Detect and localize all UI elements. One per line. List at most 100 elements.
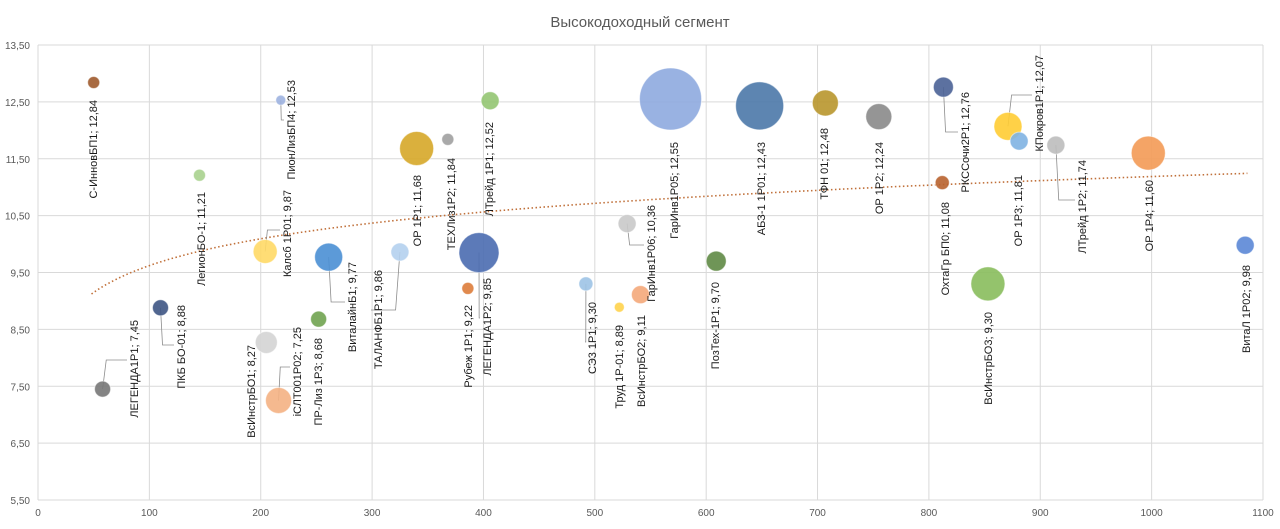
x-tick-label: 900 xyxy=(1032,508,1049,519)
leader-line xyxy=(328,257,345,303)
data-label: ВсИнстрБО3; 9,30 xyxy=(983,312,995,405)
leader-line xyxy=(160,307,174,346)
y-tick-label: 8,50 xyxy=(11,325,31,336)
data-labels: С-ИнновБП1; 12,84 ЛЕГЕНДА1Р1; 7,45 ПКБ БО-… xyxy=(88,55,1253,438)
x-tick-label: 500 xyxy=(586,508,603,519)
bubble xyxy=(639,67,703,131)
y-tick-label: 9,50 xyxy=(11,269,31,280)
y-tick-label: 5,50 xyxy=(11,496,31,507)
data-label: ОР 1Р1; 11,68 xyxy=(412,175,424,246)
bubble xyxy=(578,276,594,292)
x-tick-label: 0 xyxy=(35,508,41,519)
data-label: ВсИнстрБО1; 8,27 xyxy=(246,345,258,438)
bubble xyxy=(932,76,954,98)
bubble xyxy=(630,285,650,305)
data-label: ПКБ БО-01; 8,88 xyxy=(176,305,188,389)
data-label: Калсб 1Р01; 9,87 xyxy=(282,190,294,277)
data-label: С-ИнновБП1; 12,84 xyxy=(88,100,100,199)
data-label: ТАЛАНФБ1Р1; 9,86 xyxy=(373,270,385,369)
data-label: ОР 1Р4; 11,60 xyxy=(1144,180,1156,251)
bubble xyxy=(617,214,637,234)
leader-line xyxy=(585,283,587,343)
bubble xyxy=(152,299,169,317)
grid xyxy=(37,44,1264,501)
leader-line xyxy=(371,251,401,311)
data-label: ОР 1Р3; 11,81 xyxy=(1013,175,1025,246)
bubble xyxy=(399,131,435,167)
leader-line xyxy=(1055,145,1075,201)
bubble xyxy=(461,281,475,295)
bubble xyxy=(1235,235,1255,255)
leader-lines xyxy=(102,87,1075,401)
bubble xyxy=(265,386,293,414)
data-label: ПионЛизБП4; 12,53 xyxy=(286,80,298,180)
leader-line xyxy=(478,252,480,319)
y-tick-label: 11,50 xyxy=(6,155,31,166)
data-label: РКССочи2Р1; 12,76 xyxy=(960,92,972,192)
x-tick-label: 1000 xyxy=(1141,508,1164,519)
data-label: iСЛТ001Р02; 7,25 xyxy=(292,327,304,416)
bubble xyxy=(1046,135,1066,155)
bubble xyxy=(811,89,839,117)
y-tick-label: 12,50 xyxy=(5,98,30,109)
bubble xyxy=(441,132,455,146)
data-label: ВсИнстрБО2; 9,11 xyxy=(636,315,648,407)
bubble xyxy=(1130,135,1166,171)
data-label: ГарИнв1Р05; 12,55 xyxy=(669,142,681,239)
data-label: ГарИнв1Р06; 10,36 xyxy=(646,205,658,302)
bubble xyxy=(865,103,893,131)
bubble xyxy=(934,175,950,191)
data-label: Труд 1Р-01; 8,89 xyxy=(614,325,626,409)
bubble xyxy=(275,94,287,106)
bubble xyxy=(480,91,500,111)
y-tick-label: 6,50 xyxy=(11,439,31,450)
bubble xyxy=(192,168,206,182)
x-tick-label: 200 xyxy=(252,508,269,519)
chart-title: Высокодоходный сегмент xyxy=(550,14,729,31)
data-label: ВиталайнБ1; 9,77 xyxy=(347,262,359,352)
x-tick-label: 400 xyxy=(475,508,492,519)
bubble xyxy=(87,76,101,90)
data-label: ПР-Лиз 1Р3; 8,68 xyxy=(313,338,325,425)
x-tick-label: 300 xyxy=(364,508,381,519)
y-tick-label: 13,50 xyxy=(5,41,30,52)
leader-line xyxy=(102,359,127,390)
bubble xyxy=(705,250,727,272)
bubble xyxy=(458,232,500,274)
leader-line xyxy=(942,87,958,133)
x-tick-label: 600 xyxy=(698,508,715,519)
bubble xyxy=(735,81,785,131)
y-tick-label: 7,50 xyxy=(11,382,31,393)
bubbles xyxy=(87,67,1255,414)
x-tick-label: 1100 xyxy=(1252,508,1274,519)
bubble xyxy=(310,310,328,328)
bubble xyxy=(254,330,278,354)
bubble xyxy=(1009,131,1029,151)
x-tick-label: 800 xyxy=(921,508,938,519)
data-label: ТЕХЛиз1Р2; 11,84 xyxy=(446,158,458,250)
data-label: ПозТех-1Р1; 9,70 xyxy=(710,282,722,369)
bubble xyxy=(390,242,410,262)
data-label: КПокров1Р1; 12,07 xyxy=(1034,55,1046,152)
leader-line xyxy=(280,100,284,121)
bubble xyxy=(970,266,1006,302)
data-label: Рубеж 1Р1; 9,22 xyxy=(463,305,475,388)
axis-ticks: 0 100 200 300 400 500 600 700 800 900 1000 1100 5,50… xyxy=(5,41,1274,519)
x-tick-label: 100 xyxy=(141,508,158,519)
y-tick-label: 10,50 xyxy=(5,212,30,223)
data-label: ЛегионБО-1; 11,21 xyxy=(196,192,208,286)
data-label: ЛЕГЕНДА1Р1; 7,45 xyxy=(129,320,141,418)
data-label: ЛЕГЕНДА1Р2; 9,85 xyxy=(482,278,494,376)
data-label: ОхтаГр БП0; 11,08 xyxy=(940,202,952,295)
data-label: ЛТрейд 1Р2; 11,74 xyxy=(1077,160,1089,254)
bubble xyxy=(613,301,625,313)
data-label: ВитаЛ 1Р02; 9,98 xyxy=(1241,265,1253,353)
data-label: АБЗ-1 1Р01; 12,43 xyxy=(756,142,768,235)
data-label: ЛТрейд 1Р1; 12,52 xyxy=(484,122,496,216)
bubble xyxy=(94,380,112,398)
bubble xyxy=(314,242,344,272)
data-label: ТФН 01; 12,48 xyxy=(819,128,831,200)
x-tick-label: 700 xyxy=(809,508,826,519)
